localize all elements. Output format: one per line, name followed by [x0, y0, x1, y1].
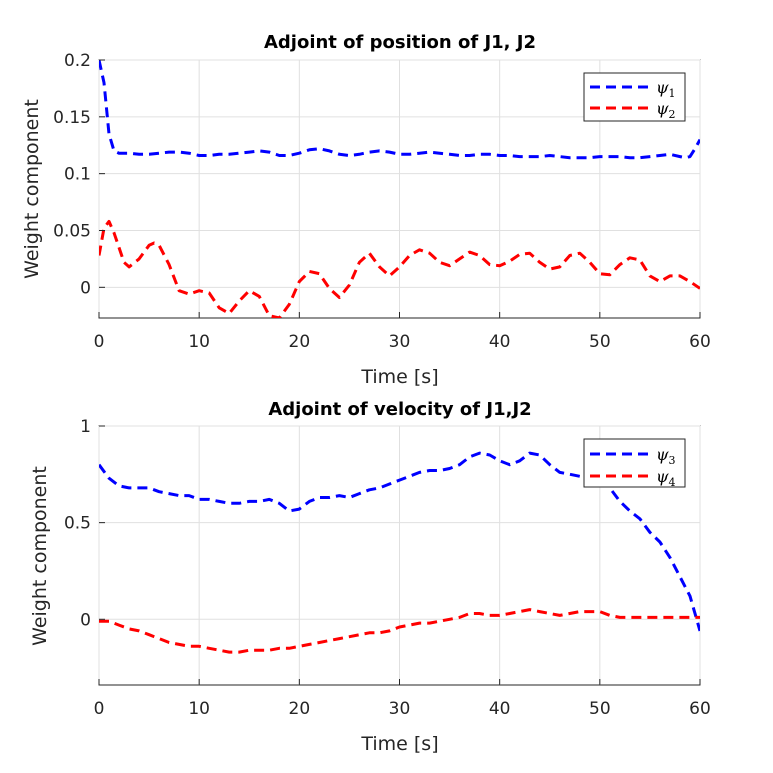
series-line-psi2: [99, 219, 700, 318]
chart-title-position: Adjoint of position of J1, J2: [264, 32, 536, 53]
legend-velocity: ψ3 ψ4: [583, 438, 686, 489]
legend-box-position: [583, 72, 686, 122]
legend-position: ψ1 ψ2: [583, 72, 686, 122]
x-tick-label-10: 10: [188, 699, 210, 719]
subplot-velocity: 0 10 20 30 40 50 60 00.51 Adjoint of velocity …: [29, 399, 711, 755]
y-tick-label-0: 0: [80, 610, 91, 630]
y-axis-label-position: Weight component: [21, 99, 43, 279]
y-tick-label-1: 0.05: [53, 221, 91, 241]
legend-label-psi1: ψ1: [656, 78, 676, 100]
x-tick-label-30: 30: [389, 699, 411, 719]
subplot-position: 0 10 20 30 40 50 60 0 0.05 0.1 0.15 0.2 Adjoint of…: [21, 32, 711, 388]
y-tick-label-1: 0.5: [64, 514, 91, 534]
series-position: [99, 60, 700, 318]
legend-label-psi3: ψ3: [656, 445, 676, 467]
legend-box-velocity: [583, 438, 686, 488]
x-axis-label-velocity: Time [s]: [360, 733, 438, 755]
x-tick-label-60: 60: [689, 699, 711, 719]
chart-title-velocity: Adjoint of velocity of J1,J2: [268, 399, 531, 420]
y-tick-label-2: 0.1: [64, 165, 91, 185]
series-velocity: [99, 451, 700, 654]
y-axis-label-velocity: Weight component: [29, 466, 51, 646]
x-tick-label-0: 0: [94, 332, 105, 352]
series-line-psi4: [99, 608, 700, 654]
x-tick-label-10: 10: [188, 332, 210, 352]
x-axis-label-position: Time [s]: [360, 366, 438, 388]
legend-label-psi2: ψ2: [656, 99, 676, 121]
grid-velocity: [98, 425, 701, 685]
x-ticks-velocity: 0 10 20 30 40 50 60: [94, 679, 711, 719]
y-tick-label-0: 0: [80, 278, 91, 298]
y-tick-label-2: 1: [80, 417, 91, 437]
series-line-psi3: [99, 451, 700, 632]
x-tick-label-40: 40: [489, 332, 511, 352]
legend-label-psi4: ψ4: [656, 467, 676, 489]
series-line-psi1: [99, 60, 700, 160]
x-tick-label-0: 0: [94, 699, 105, 719]
y-ticks-position: 0 0.05 0.1 0.15 0.2: [53, 51, 105, 298]
x-tick-label-60: 60: [689, 332, 711, 352]
y-ticks-velocity: 00.51: [64, 417, 105, 630]
y-tick-label-3: 0.15: [53, 108, 91, 128]
x-tick-label-50: 50: [589, 699, 611, 719]
x-tick-label-40: 40: [489, 699, 511, 719]
x-tick-label-50: 50: [589, 332, 611, 352]
y-tick-label-4: 0.2: [64, 51, 91, 71]
x-tick-label-20: 20: [289, 699, 311, 719]
x-tick-label-30: 30: [389, 332, 411, 352]
x-tick-label-20: 20: [289, 332, 311, 352]
x-ticks-position: 0 10 20 30 40 50 60: [94, 312, 711, 352]
